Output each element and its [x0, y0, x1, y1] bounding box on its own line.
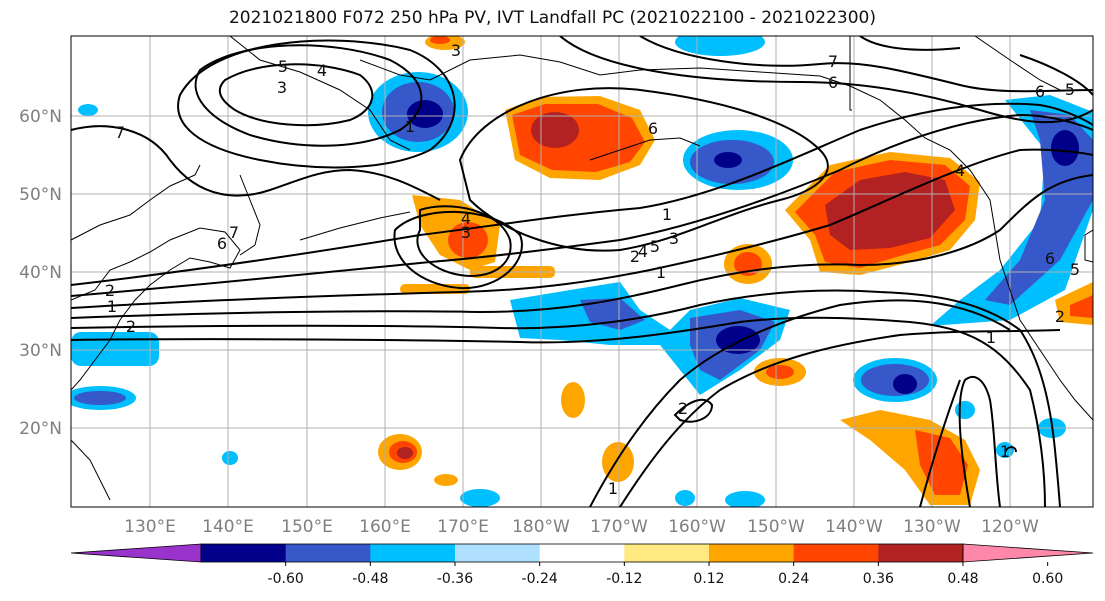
contour-label: 5 [278, 57, 288, 76]
contour-label: 5 [1065, 80, 1075, 99]
lat-label-50n: 50°N [19, 185, 62, 205]
contour-label: 3 [451, 41, 461, 60]
contour-label: 4 [317, 61, 327, 80]
colorbar-tick-label: 0.36 [863, 571, 894, 587]
contour-label: 4 [638, 242, 648, 261]
lon-label: 150°E [281, 517, 333, 537]
coastlines [71, 36, 1093, 501]
contour-label: 6 [217, 234, 227, 253]
contour-label: 3 [669, 229, 679, 248]
figure-title: 2021021800 F072 250 hPa PV, IVT Landfall… [228, 8, 876, 28]
colorbar-tick-label: 0.24 [778, 571, 809, 587]
contour-label: 1 [405, 117, 415, 136]
lat-label-40n: 40°N [19, 263, 62, 283]
contour-label: 6 [1035, 82, 1045, 101]
contour-label: 2 [678, 399, 688, 418]
contour-labels: 3 5 4 3 7 6 6 7 6 5 1 4 3 2 1 2 6 7 3 2 … [105, 41, 1080, 498]
contour-label: 2 [630, 247, 640, 266]
colorbar-tick-label: 0.60 [1032, 571, 1063, 587]
lon-label: 170°E [437, 517, 489, 537]
contour-label: 5 [1070, 260, 1080, 279]
lon-label: 120°W [981, 517, 1039, 537]
colorbar-segment [201, 544, 287, 562]
contour-label: 1 [662, 205, 672, 224]
colorbar-tick-label: -0.12 [606, 571, 642, 587]
colorbar-extend-high [962, 543, 1094, 563]
neg-anomaly-region [71, 332, 159, 366]
contour-label: 6 [828, 73, 838, 92]
colorbar-tick-label: -0.36 [437, 571, 473, 587]
contour-label: 6 [1045, 249, 1055, 268]
contour-label: 2 [1055, 307, 1065, 326]
colorbar-segment [624, 544, 710, 562]
lat-label-20n: 20°N [19, 419, 62, 439]
contour-label: 3 [277, 78, 287, 97]
gridlines [71, 36, 1093, 507]
colorbar-tick-label: -0.24 [522, 571, 558, 587]
colorbar-segment [285, 544, 371, 562]
lat-label-30n: 30°N [19, 341, 62, 361]
contour-label: 7 [115, 123, 125, 142]
colorbar-segment [793, 544, 879, 562]
lon-label: 160°E [359, 517, 411, 537]
colorbar-segment [455, 544, 541, 562]
contour-label: 1 [107, 297, 117, 316]
contour-label: 5 [650, 237, 660, 256]
latitude-labels: 20°N 30°N 40°N 50°N 60°N [19, 107, 62, 439]
contour-label: 7 [229, 223, 239, 242]
lon-label: 140°E [202, 517, 254, 537]
colorbar-tick-label: 0.12 [693, 571, 724, 587]
colorbar-segment [709, 544, 795, 562]
colorbar-tick-label: -0.48 [352, 571, 388, 587]
colorbar-tick-label: -0.60 [268, 571, 304, 587]
contour-label: 1 [656, 263, 666, 282]
colorbar-segment [370, 544, 456, 562]
lon-label: 170°W [590, 517, 648, 537]
longitude-labels: 130°E 140°E 150°E 160°E 170°E 180°W 170°… [124, 517, 1039, 537]
lat-label-60n: 60°N [19, 107, 62, 127]
neg-anomaly-region [675, 36, 765, 56]
contour-label: 4 [955, 161, 965, 180]
lon-label: 130°E [124, 517, 176, 537]
contour-label: 4 [461, 209, 471, 228]
contour-label: 2 [105, 281, 115, 300]
contour-label: 6 [648, 119, 658, 138]
colorbar-extend-low [70, 543, 202, 563]
contour-label: 7 [828, 52, 838, 71]
contour-label: 1 [1000, 442, 1010, 461]
lon-label: 140°W [825, 517, 883, 537]
map-frame [70, 35, 1094, 508]
lon-label: 150°W [747, 517, 805, 537]
colorbar: -0.60 -0.48 -0.36 -0.24 -0.12 0.12 0.24 0.36 0.4… [70, 543, 1094, 587]
colorbar-border [200, 543, 964, 563]
contour-label: 2 [126, 317, 136, 336]
contour-label: 3 [461, 223, 471, 242]
lon-label: 130°W [903, 517, 961, 537]
contour-label: 1 [986, 328, 996, 347]
lon-label: 160°W [668, 517, 726, 537]
contour-label: 1 [608, 479, 618, 498]
colorbar-tick-label: 0.48 [947, 571, 978, 587]
pv-contours [71, 36, 1093, 507]
colorbar-segment [539, 544, 625, 562]
colorbar-segment [878, 544, 964, 562]
lon-label: 180°W [512, 517, 570, 537]
